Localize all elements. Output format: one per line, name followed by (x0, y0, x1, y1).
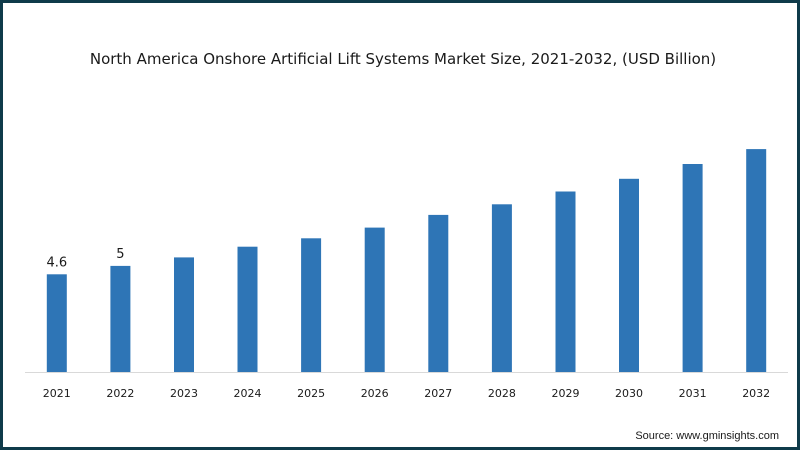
bar-2032 (746, 149, 767, 372)
x-tick-label-2027: 2027 (424, 387, 452, 400)
bar-2029 (555, 191, 576, 372)
bar-2021 (46, 274, 67, 372)
x-tick-label-2024: 2024 (234, 387, 262, 400)
chart-title: North America Onshore Artificial Lift Sy… (89, 50, 717, 68)
bar-2030 (619, 178, 639, 372)
x-tick-label-2029: 2029 (552, 387, 580, 400)
x-tick-label-2026: 2026 (361, 387, 389, 400)
x-tick-label-2030: 2030 (615, 387, 643, 400)
x-tick-label-2032: 2032 (742, 387, 770, 400)
x-tick-label-2021: 2021 (43, 387, 71, 400)
data-label-2022: 5 (116, 247, 124, 262)
bar-2023 (174, 257, 194, 372)
source-text: Source: www.gminsights.com (635, 430, 779, 442)
x-tick-label-2031: 2031 (679, 387, 707, 400)
bar-2027 (428, 214, 449, 372)
bar-2028 (491, 204, 512, 372)
x-tick-label-2023: 2023 (170, 387, 198, 400)
bar-2025 (301, 238, 322, 372)
bar-chart: 2021 4.6 2022 5 2023 2024 2025 2026 2027 2028 2029… (25, 149, 788, 400)
bar-2024 (237, 246, 258, 372)
bar-2031 (682, 164, 703, 372)
bar-2026 (364, 227, 385, 372)
x-tick-label-2028: 2028 (488, 387, 516, 400)
x-tick-label-2025: 2025 (297, 387, 325, 400)
data-label-2021: 4.6 (46, 255, 67, 270)
x-tick-label-2022: 2022 (106, 387, 134, 400)
bar-2022 (110, 265, 131, 372)
